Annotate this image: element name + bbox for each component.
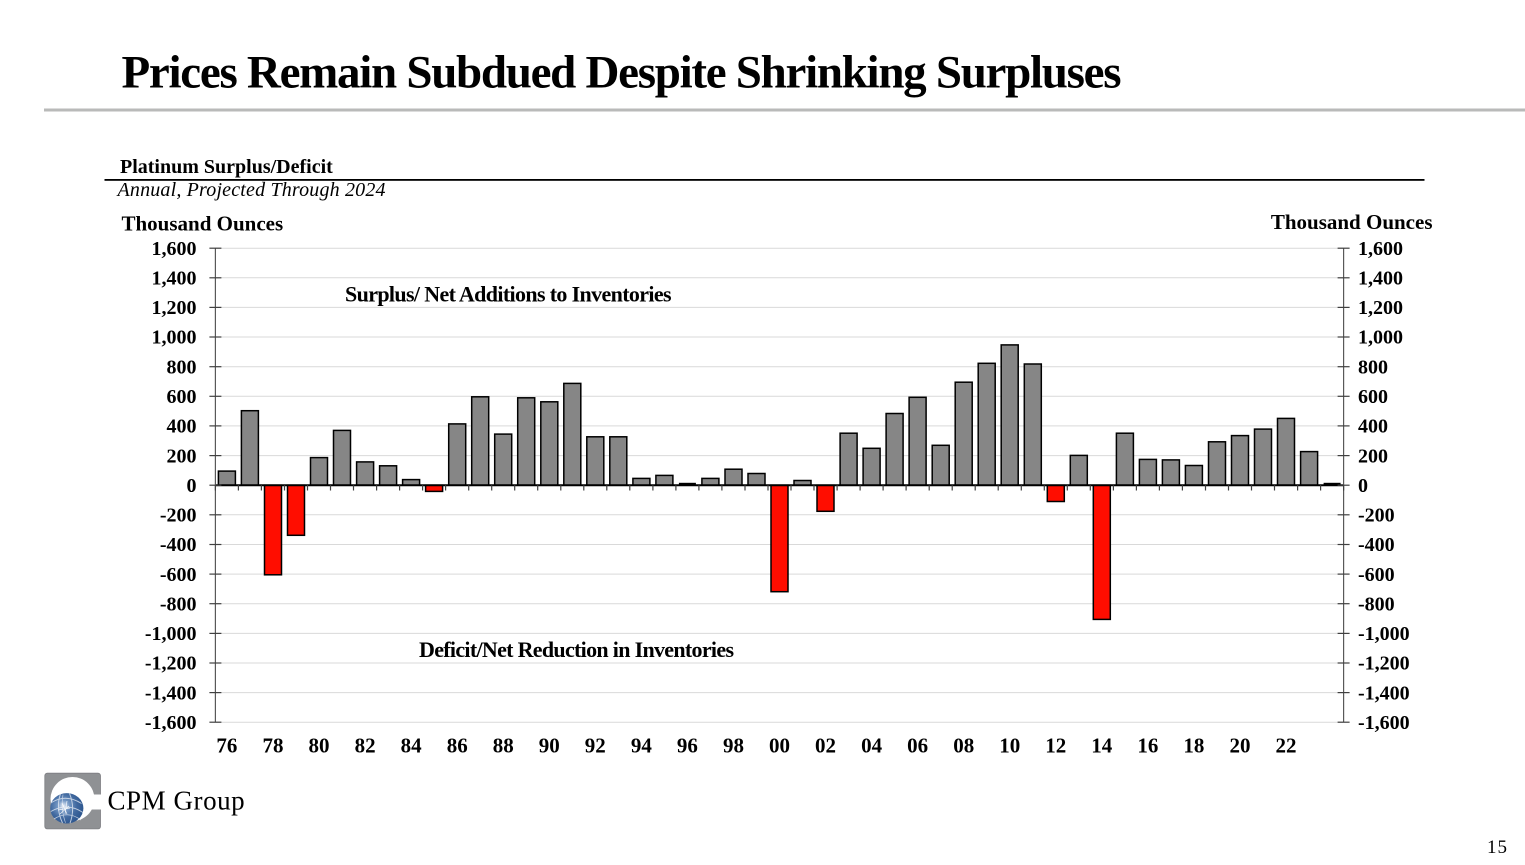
svg-text:200: 200 <box>1358 445 1388 467</box>
svg-text:1,200: 1,200 <box>1358 297 1403 319</box>
svg-text:1,400: 1,400 <box>1358 268 1403 290</box>
svg-text:-800: -800 <box>160 593 197 615</box>
svg-text:-1,200: -1,200 <box>145 653 197 675</box>
svg-text:98: 98 <box>723 734 744 758</box>
svg-text:12: 12 <box>1045 734 1066 758</box>
svg-text:14: 14 <box>1091 734 1113 758</box>
svg-text:18: 18 <box>1183 734 1204 758</box>
svg-text:-1,600: -1,600 <box>145 712 197 734</box>
svg-text:Thousand Ounces: Thousand Ounces <box>122 212 284 236</box>
svg-text:-600: -600 <box>160 564 197 586</box>
svg-text:06: 06 <box>907 734 928 758</box>
svg-text:-1,000: -1,000 <box>1358 623 1410 645</box>
svg-text:1,600: 1,600 <box>1358 238 1403 260</box>
svg-text:-400: -400 <box>160 534 197 556</box>
svg-text:88: 88 <box>493 734 514 758</box>
svg-text:-200: -200 <box>160 505 197 527</box>
svg-text:-600: -600 <box>1358 564 1395 586</box>
svg-text:20: 20 <box>1230 734 1251 758</box>
svg-text:10: 10 <box>999 734 1020 758</box>
svg-text:Prices Remain Subdued Despite: Prices Remain Subdued Despite Shrinking … <box>122 47 1122 99</box>
svg-text:-200: -200 <box>1358 505 1395 527</box>
svg-text:400: 400 <box>167 416 197 438</box>
svg-text:0: 0 <box>1358 475 1368 497</box>
svg-text:92: 92 <box>585 734 606 758</box>
svg-text:-1,000: -1,000 <box>145 623 197 645</box>
svg-text:600: 600 <box>1358 386 1388 408</box>
svg-text:96: 96 <box>677 734 698 758</box>
svg-text:-1,200: -1,200 <box>1358 653 1410 675</box>
svg-text:-400: -400 <box>1358 534 1395 556</box>
svg-text:02: 02 <box>815 734 836 758</box>
svg-text:Annual, Projected Through 2024: Annual, Projected Through 2024 <box>116 179 386 201</box>
svg-text:Deficit/Net Reduction in Inven: Deficit/Net Reduction in Inventories <box>419 637 734 662</box>
svg-text:0: 0 <box>187 475 197 497</box>
svg-text:800: 800 <box>1358 356 1388 378</box>
svg-text:-800: -800 <box>1358 593 1395 615</box>
svg-text:80: 80 <box>309 734 330 758</box>
svg-text:82: 82 <box>355 734 376 758</box>
svg-text:16: 16 <box>1137 734 1158 758</box>
svg-text:1,200: 1,200 <box>152 297 197 319</box>
svg-text:1,600: 1,600 <box>152 238 197 260</box>
svg-text:Thousand Ounces: Thousand Ounces <box>1271 210 1433 234</box>
svg-text:1,400: 1,400 <box>152 268 197 290</box>
svg-text:1,000: 1,000 <box>152 327 197 349</box>
svg-text:-1,400: -1,400 <box>145 682 197 704</box>
svg-text:94: 94 <box>631 734 653 758</box>
svg-text:Surplus/ Net Additions to Inve: Surplus/ Net Additions to Inventories <box>345 282 672 307</box>
svg-text:800: 800 <box>167 356 197 378</box>
svg-text:200: 200 <box>167 445 197 467</box>
svg-text:15: 15 <box>1487 837 1508 858</box>
svg-text:Platinum Surplus/Deficit: Platinum Surplus/Deficit <box>120 156 333 178</box>
svg-text:-1,400: -1,400 <box>1358 682 1410 704</box>
svg-text:86: 86 <box>447 734 468 758</box>
svg-text:08: 08 <box>953 734 974 758</box>
svg-text:76: 76 <box>216 734 237 758</box>
svg-text:78: 78 <box>263 734 284 758</box>
svg-text:600: 600 <box>167 386 197 408</box>
svg-text:400: 400 <box>1358 416 1388 438</box>
svg-text:90: 90 <box>539 734 560 758</box>
svg-text:04: 04 <box>861 734 883 758</box>
svg-text:-1,600: -1,600 <box>1358 712 1410 734</box>
svg-text:CPM Group: CPM Group <box>108 786 246 816</box>
svg-text:84: 84 <box>401 734 423 758</box>
svg-text:1,000: 1,000 <box>1358 327 1403 349</box>
svg-text:00: 00 <box>769 734 790 758</box>
svg-text:22: 22 <box>1276 734 1297 758</box>
